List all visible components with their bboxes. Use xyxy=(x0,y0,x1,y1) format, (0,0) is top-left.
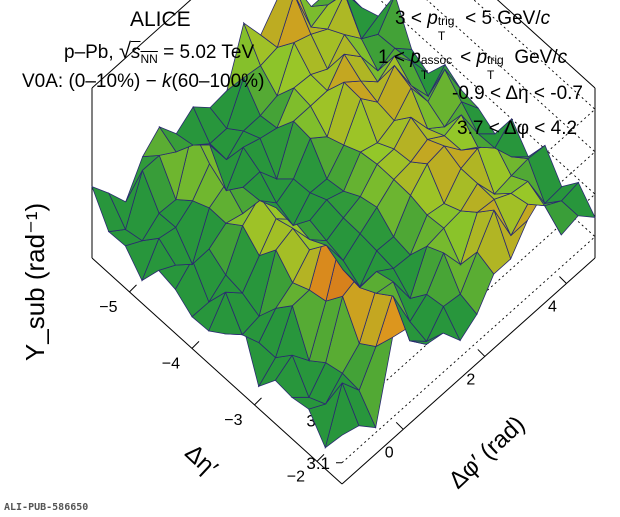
x-tick-label: 2 xyxy=(466,371,475,388)
y-tick-label: −4 xyxy=(162,355,180,372)
y-axis-title: Δη′ xyxy=(180,439,224,482)
y-tick-label: −2 xyxy=(287,468,305,485)
x-axis-line xyxy=(341,257,596,485)
x-tick xyxy=(559,276,567,284)
centrality-label: V0A: (0–10%) − k(60–100%) xyxy=(22,71,265,92)
delta-eta-cut: -0.9 < Δη < -0.7 xyxy=(452,83,583,104)
box-top-edge xyxy=(91,0,596,89)
publication-id: ALI-PUB-586650 xyxy=(4,502,89,513)
y-tick xyxy=(191,341,200,349)
experiment-label: ALICE xyxy=(130,8,191,31)
delta-phi-cut: 3.7 < Δφ < 4.2 xyxy=(457,118,578,139)
y-tick xyxy=(254,397,262,406)
y-axis-line xyxy=(91,257,343,485)
y-tick-label: −3 xyxy=(224,412,242,429)
x-tick xyxy=(395,421,404,430)
surface-cell xyxy=(352,0,362,8)
z-axis-title: Y_sub (rad⁻¹) xyxy=(20,203,50,361)
collision-system-label: p–Pb, √sNN = 5.02 TeV xyxy=(64,38,255,66)
x-tick xyxy=(477,349,486,357)
y-tick xyxy=(316,454,325,462)
y-tick xyxy=(129,284,137,293)
surface-cell xyxy=(310,0,336,8)
surface-cell xyxy=(260,0,293,49)
pt-trig-cut: 3 < p trig T < 5 GeV/c xyxy=(395,8,551,43)
pt-assoc-cut: 1 < p assoc T < p trig T GeV/c xyxy=(378,47,568,82)
x-tick-label: 4 xyxy=(548,299,557,316)
x-tick-label: 0 xyxy=(385,444,394,461)
y-tick-label: −5 xyxy=(99,299,117,316)
x-axis-title: Δφ′ (rad) xyxy=(444,411,531,494)
